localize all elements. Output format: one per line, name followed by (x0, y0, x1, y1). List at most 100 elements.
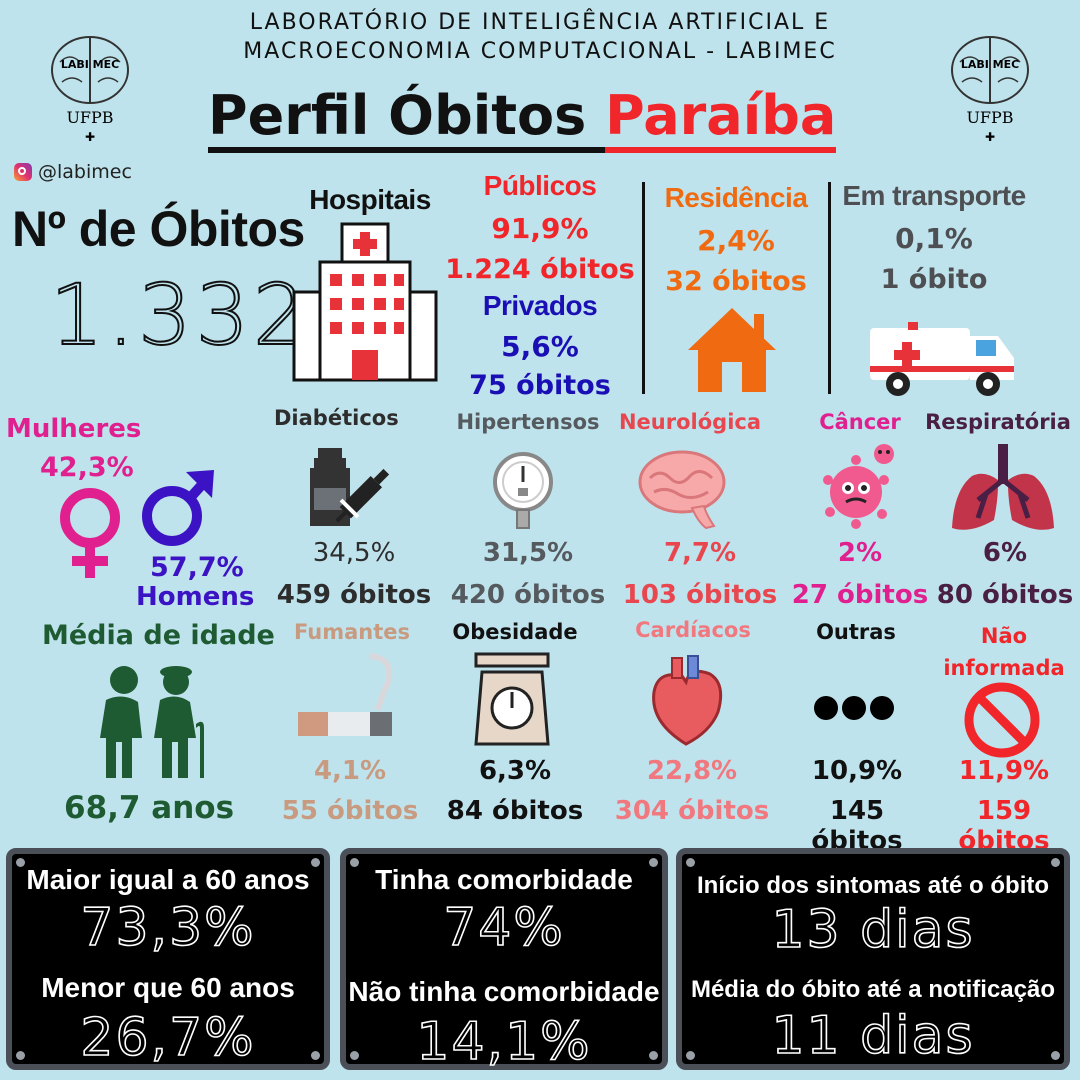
logo-top-text: LABI MEC (60, 58, 120, 71)
smokers-pct: 4,1% (313, 756, 387, 786)
logo-bottom-text: UFPB (66, 108, 114, 127)
cigarette-icon (296, 648, 396, 740)
neurological-pct: 7,7% (663, 538, 737, 568)
had-comorbidity-value: 74% (442, 897, 565, 959)
scale-icon (472, 652, 552, 748)
private-hospitals: Privados 5,6% 75 óbitos (440, 290, 640, 401)
age-under-60-label: Menor que 60 anos (41, 972, 295, 1003)
men-pct: 57,7% (150, 552, 244, 583)
home-deaths: Residência 2,4% 32 óbitos (650, 182, 822, 297)
comorbidity-cardiac-values: 22,8% 304 óbitos (614, 756, 770, 826)
comorbidity-label-cardiac: Cardíacos (635, 618, 751, 642)
respiratory-count: 80 óbitos (936, 580, 1074, 610)
death-to-notification-label: Média do óbito até a notificação (690, 976, 1056, 1003)
transport-label: Em transporte (842, 180, 1026, 211)
comorbidity-label-neurological: Neurológica (618, 410, 762, 434)
comorbidity-not-informed-values: 11,9% 159 óbitos (930, 756, 1078, 856)
transport-pct: 0,1% (895, 222, 973, 255)
not-informed-pct: 11,9% (958, 756, 1050, 786)
comorbidity-respiratory-values: 6% 80 óbitos (934, 538, 1076, 610)
hospitals-label: Hospitais (309, 184, 431, 215)
comorbidity-label-other: Outras (816, 620, 896, 644)
comorbidity-panel: Tinha comorbidade 74% Não tinha comorbid… (340, 848, 668, 1073)
logo-bottom-text: UFPB (966, 108, 1014, 127)
smokers-count: 55 óbitos (281, 796, 419, 826)
other-pct: 10,9% (811, 756, 903, 786)
title-part2: Paraíba (605, 84, 837, 153)
lab-name-line2: MACROECONOMIA COMPUTACIONAL - LABIMEC (243, 39, 837, 64)
age-60-plus-label: Maior igual a 60 anos (26, 864, 310, 895)
divider (828, 182, 831, 394)
comorbidity-neurological-values: 7,7% 103 óbitos (614, 538, 786, 610)
public-count: 1.224 óbitos (445, 254, 635, 285)
had-comorbidity-label: Tinha comorbidade (375, 864, 633, 895)
title-part1: Perfil Óbitos (208, 84, 606, 153)
age-group-panel: Maior igual a 60 anos 73,3% Menor que 60… (6, 848, 330, 1070)
house-icon (684, 304, 780, 396)
women-pct: 42,3% (40, 452, 134, 483)
public-pct: 91,9% (491, 212, 589, 245)
comorbidity-smokers-values: 4,1% 55 óbitos (270, 756, 430, 826)
vaccine-icon (300, 444, 394, 534)
cross-icon: ✚ (984, 130, 996, 144)
symptoms-to-death-label: Início dos sintomas até o óbito (696, 872, 1050, 899)
logo-top-text: LABI MEC (960, 58, 1020, 71)
private-pct: 5,6% (501, 330, 579, 363)
hospital-icon (290, 222, 440, 382)
virus-icon (818, 440, 902, 532)
cardiac-pct: 22,8% (646, 756, 738, 786)
lab-name-line1: LABORATÓRIO DE INTELIGÊNCIA ARTIFICIAL E (249, 10, 831, 35)
symptoms-to-death-value: 13 dias (771, 899, 975, 961)
comorbidity-cancer-values: 2% 27 óbitos (786, 538, 934, 610)
elderly-couple-icon (92, 658, 212, 782)
diabetes-pct: 34,5% (312, 538, 396, 568)
men-label: Homens (136, 582, 255, 612)
public-hospitals: Públicos 91,9% 1.224 óbitos (440, 170, 640, 285)
cancer-count: 27 óbitos (791, 580, 929, 610)
public-label: Públicos (483, 170, 597, 201)
comorbidity-diabetes-values: 34,5% 459 óbitos (274, 538, 434, 610)
comorbidity-label-obesity: Obesidade (452, 620, 578, 644)
cancer-pct: 2% (837, 538, 883, 568)
hypertension-pct: 31,5% (482, 538, 574, 568)
death-to-notification-value: 11 dias (771, 1005, 975, 1067)
private-count: 75 óbitos (469, 370, 611, 401)
total-deaths-value: 1.332 (49, 265, 311, 365)
male-symbol-icon (138, 466, 218, 550)
age-60-plus-value: 73,3% (80, 897, 256, 959)
instagram-handle[interactable]: @labimec (14, 161, 132, 183)
age-label: Média de idade (42, 620, 275, 651)
ambulance-icon (868, 318, 1018, 398)
lab-name: LABORATÓRIO DE INTELIGÊNCIA ARTIFICIAL E… (180, 8, 900, 66)
obesity-count: 84 óbitos (446, 796, 584, 826)
respiratory-pct: 6% (982, 538, 1028, 568)
no-comorbidity-label: Não tinha comorbidade (348, 976, 660, 1007)
total-deaths-label: Nº de Óbitos (12, 201, 305, 257)
comorbidity-label-not-informed: Não informada (943, 624, 1065, 680)
comorbidity-label-diabetes: Diabéticos (274, 406, 399, 430)
home-pct: 2,4% (697, 224, 775, 257)
hypertension-count: 420 óbitos (450, 580, 606, 610)
other-count: 145 óbitos (811, 796, 903, 856)
divider (642, 182, 645, 394)
female-symbol-icon (52, 486, 128, 582)
dots-icon (812, 690, 896, 726)
timeline-panel: Início dos sintomas até o óbito 13 dias … (676, 848, 1070, 1070)
comorbidity-label-smokers: Fumantes (293, 620, 411, 644)
instagram-label: @labimec (38, 161, 132, 183)
brain-logo-icon (51, 36, 129, 104)
age-value: 68,7 anos (64, 790, 235, 826)
home-count: 32 óbitos (665, 266, 807, 297)
page-title: Perfil Óbitos Paraíba (208, 84, 837, 153)
comorbidity-label-cancer: Câncer (819, 410, 901, 434)
brain-icon (636, 448, 730, 532)
no-comorbidity-value: 14,1% (416, 1011, 592, 1073)
labimec-logo-left: LABI MEC UFPB ✚ (40, 22, 140, 152)
comorbidity-hypertension-values: 31,5% 420 óbitos (444, 538, 612, 610)
comorbidity-other-values: 10,9% 145 óbitos (780, 756, 934, 856)
cardiac-count: 304 óbitos (614, 796, 770, 826)
neurological-count: 103 óbitos (622, 580, 778, 610)
cross-icon: ✚ (84, 130, 96, 144)
labimec-logo-right: LABI MEC UFPB ✚ (940, 22, 1040, 152)
instagram-icon (14, 163, 32, 181)
